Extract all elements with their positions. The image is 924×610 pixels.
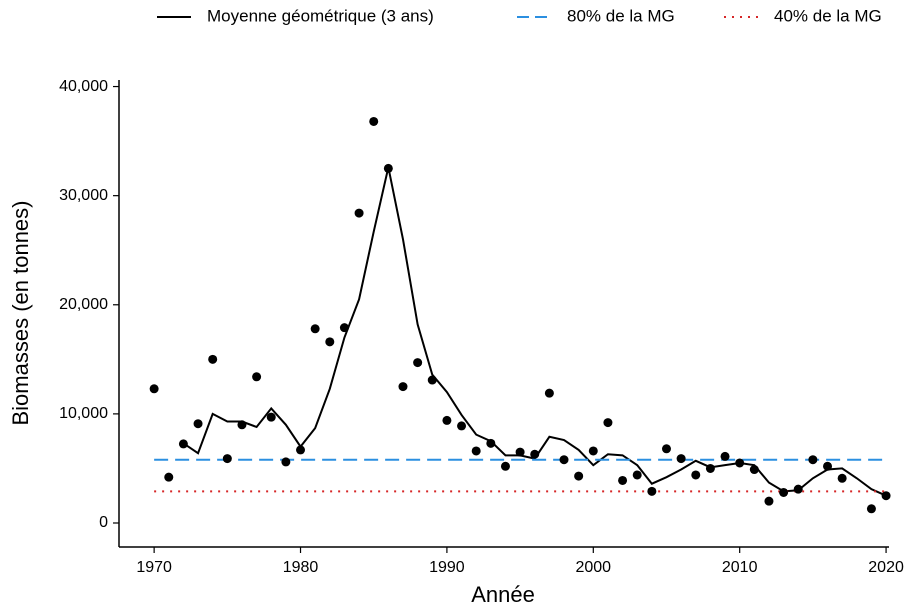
mean-line — [182, 167, 887, 497]
data-point — [178, 439, 188, 449]
data-point — [735, 458, 745, 468]
data-point — [427, 375, 437, 385]
data-point — [296, 445, 306, 455]
data-point — [618, 475, 628, 485]
data-point — [339, 323, 349, 333]
x-tick-label: 2020 — [868, 559, 904, 576]
data-point — [442, 415, 452, 425]
x-tick-label: 1980 — [283, 559, 319, 576]
legend-label: 40% de la MG — [774, 6, 882, 25]
data-point — [252, 372, 262, 382]
data-point — [793, 484, 803, 494]
data-point — [705, 463, 715, 473]
data-point — [823, 461, 833, 471]
x-axis-title: Année — [471, 582, 535, 607]
data-point — [647, 486, 657, 496]
x-tick-label: 1990 — [429, 559, 465, 576]
y-tick-label: 30,000 — [59, 187, 108, 204]
data-point — [266, 412, 276, 422]
data-point — [310, 324, 320, 334]
data-point — [764, 496, 774, 506]
data-point — [193, 419, 203, 429]
data-point — [149, 384, 159, 394]
data-point — [222, 454, 232, 464]
data-point — [208, 354, 218, 364]
data-point — [779, 487, 789, 497]
legend-label: Moyenne géométrique (3 ans) — [207, 6, 434, 25]
data-point — [749, 465, 759, 475]
x-tick-label: 2000 — [575, 559, 611, 576]
data-point — [398, 382, 408, 392]
data-point — [515, 447, 525, 457]
data-point — [369, 116, 379, 126]
data-point — [808, 455, 818, 465]
data-point — [500, 461, 510, 471]
y-tick-label: 40,000 — [59, 78, 108, 95]
legend-label: 80% de la MG — [567, 6, 675, 25]
y-tick-label: 0 — [99, 514, 108, 531]
data-point — [588, 446, 598, 456]
data-point — [325, 337, 335, 347]
data-point — [837, 473, 847, 483]
data-point — [530, 449, 540, 459]
data-point — [544, 388, 554, 398]
data-point — [632, 470, 642, 480]
data-point — [413, 358, 423, 368]
data-point — [676, 454, 686, 464]
data-point — [164, 472, 174, 482]
y-tick-label: 20,000 — [59, 296, 108, 313]
x-tick-label: 1970 — [136, 559, 172, 576]
data-point — [574, 471, 584, 481]
data-point — [720, 451, 730, 461]
x-tick-label: 2010 — [722, 559, 758, 576]
data-point — [281, 457, 291, 467]
y-tick-label: 10,000 — [59, 405, 108, 422]
data-point — [881, 491, 891, 501]
data-point — [691, 470, 701, 480]
data-point — [457, 421, 467, 431]
data-point — [603, 418, 613, 428]
data-point — [237, 420, 247, 430]
data-point — [486, 438, 496, 448]
data-point — [354, 208, 364, 218]
data-point — [559, 455, 569, 465]
data-point — [866, 504, 876, 514]
data-point — [383, 163, 393, 173]
y-axis-title: Biomasses (en tonnes) — [8, 201, 33, 426]
data-point — [661, 444, 671, 454]
data-point — [471, 446, 481, 456]
